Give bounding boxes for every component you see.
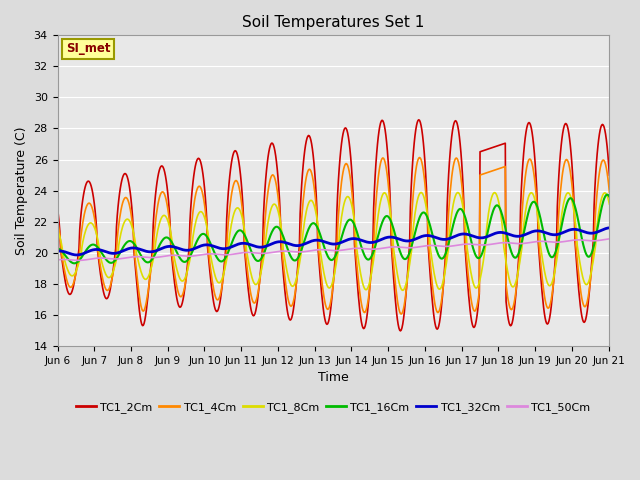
TC1_50Cm xyxy=(472,242,480,248)
TC1_16Cm xyxy=(604,192,611,197)
Line: TC1_8Cm: TC1_8Cm xyxy=(58,192,609,290)
TC1_32Cm xyxy=(293,243,301,249)
TC1_2Cm xyxy=(397,328,404,334)
TC1_16Cm xyxy=(70,261,78,266)
TC1_2Cm xyxy=(54,206,61,212)
X-axis label: Time: Time xyxy=(317,371,348,384)
TC1_50Cm xyxy=(75,257,83,263)
TC1_32Cm xyxy=(54,248,61,254)
TC1_32Cm xyxy=(605,225,613,231)
TC1_16Cm xyxy=(174,251,182,257)
TC1_16Cm xyxy=(293,256,301,262)
Line: TC1_50Cm: TC1_50Cm xyxy=(58,239,609,260)
TC1_50Cm xyxy=(174,252,182,258)
TC1_8Cm xyxy=(473,285,481,290)
Title: Soil Temperatures Set 1: Soil Temperatures Set 1 xyxy=(242,15,424,30)
TC1_32Cm xyxy=(174,245,182,251)
Line: TC1_2Cm: TC1_2Cm xyxy=(58,120,609,331)
TC1_2Cm xyxy=(292,280,300,286)
TC1_16Cm xyxy=(472,253,480,259)
TC1_32Cm xyxy=(601,226,609,232)
TC1_32Cm xyxy=(534,228,541,234)
TC1_4Cm xyxy=(54,218,61,224)
TC1_50Cm xyxy=(54,257,61,263)
TC1_4Cm xyxy=(173,284,180,290)
TC1_16Cm xyxy=(54,245,61,251)
TC1_16Cm xyxy=(534,204,541,210)
TC1_2Cm xyxy=(473,313,481,319)
TC1_8Cm xyxy=(605,201,613,207)
Y-axis label: Soil Temperature (C): Soil Temperature (C) xyxy=(15,126,28,255)
TC1_8Cm xyxy=(602,190,609,196)
TC1_32Cm xyxy=(73,252,81,258)
TC1_2Cm xyxy=(197,159,205,165)
TC1_8Cm xyxy=(399,288,406,293)
TC1_50Cm xyxy=(198,252,205,258)
TC1_8Cm xyxy=(197,209,205,215)
Line: TC1_4Cm: TC1_4Cm xyxy=(58,157,609,314)
TC1_32Cm xyxy=(198,243,205,249)
TC1_2Cm xyxy=(173,296,180,302)
TC1_50Cm xyxy=(605,236,613,242)
TC1_50Cm xyxy=(534,239,541,244)
TC1_4Cm xyxy=(292,281,300,287)
TC1_4Cm xyxy=(602,162,609,168)
TC1_2Cm xyxy=(602,131,609,137)
TC1_50Cm xyxy=(601,237,609,242)
TC1_16Cm xyxy=(605,194,613,200)
TC1_8Cm xyxy=(417,190,425,195)
TC1_2Cm xyxy=(415,117,422,123)
TC1_4Cm xyxy=(534,221,542,227)
TC1_4Cm xyxy=(473,303,481,309)
Legend: TC1_2Cm, TC1_4Cm, TC1_8Cm, TC1_16Cm, TC1_32Cm, TC1_50Cm: TC1_2Cm, TC1_4Cm, TC1_8Cm, TC1_16Cm, TC1… xyxy=(72,398,595,418)
TC1_2Cm xyxy=(605,172,613,178)
Line: TC1_16Cm: TC1_16Cm xyxy=(58,194,609,264)
TC1_32Cm xyxy=(472,234,480,240)
TC1_4Cm xyxy=(416,155,424,160)
Line: TC1_32Cm: TC1_32Cm xyxy=(58,228,609,255)
TC1_50Cm xyxy=(293,249,301,255)
TC1_8Cm xyxy=(292,276,300,282)
TC1_16Cm xyxy=(601,194,609,200)
TC1_4Cm xyxy=(197,185,205,191)
TC1_8Cm xyxy=(534,216,542,222)
TC1_4Cm xyxy=(605,189,613,195)
TC1_16Cm xyxy=(198,232,205,238)
Text: SI_met: SI_met xyxy=(66,42,110,55)
TC1_4Cm xyxy=(397,311,405,317)
TC1_8Cm xyxy=(54,228,61,233)
TC1_8Cm xyxy=(173,267,180,273)
TC1_2Cm xyxy=(534,239,542,244)
